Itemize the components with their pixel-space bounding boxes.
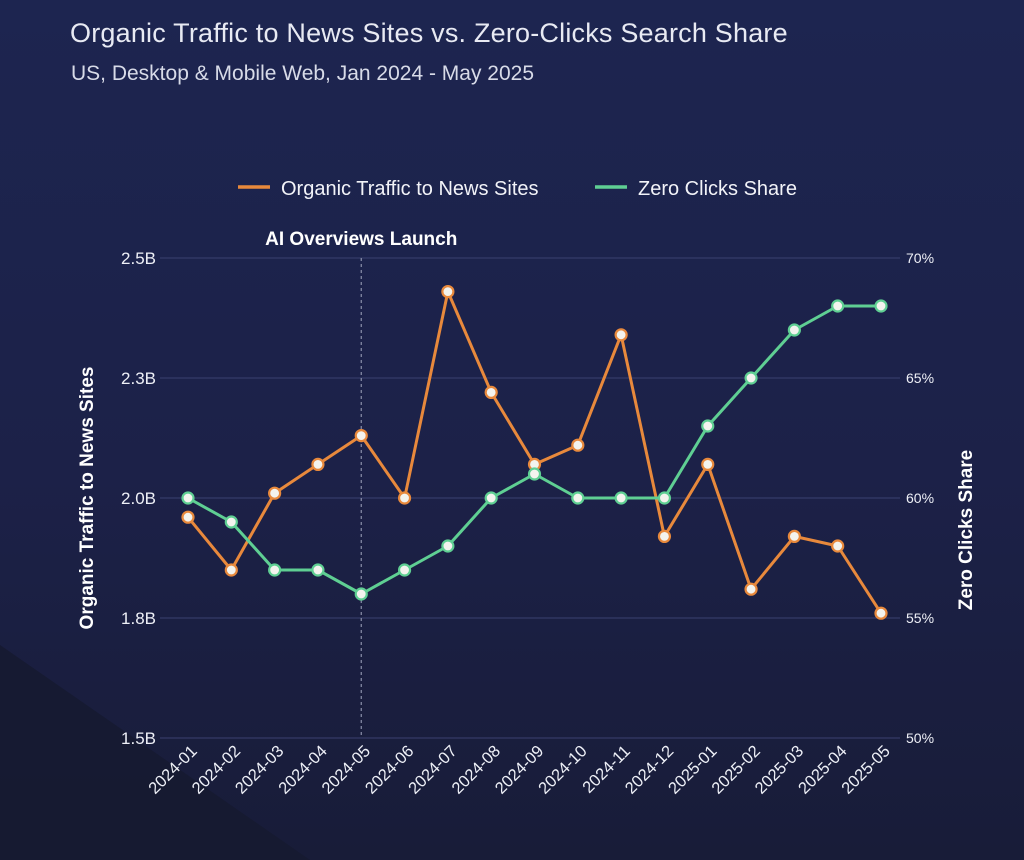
traffic-point [787,529,801,544]
traffic-point [657,529,672,544]
zero-clicks-point [224,515,238,529]
zero-clicks-point [657,491,672,505]
zero-clicks-point [874,299,888,313]
traffic-point [571,438,585,452]
traffic-point [441,285,455,299]
x-tick-label: 2025-05 [838,742,894,798]
y-left-tick-label: 2.3B [121,369,156,388]
zero-clicks-point [787,323,801,337]
traffic-point [701,457,715,471]
traffic-point [614,328,628,342]
zero-clicks-point [831,299,845,313]
series-layer [181,285,888,620]
y-left-tick-label: 1.5B [121,729,156,748]
zero-clicks-point [701,419,715,433]
y-right-tick-label: 65% [906,370,934,386]
traffic-point [831,539,845,553]
zero-clicks-point [614,491,628,505]
traffic-point [311,457,325,471]
zero-clicks-point [354,587,368,601]
y-left-tick-label: 2.0B [121,489,156,508]
y-left-axis-title: Organic Traffic to News Sites [77,367,98,630]
chart-subtitle: US, Desktop & Mobile Web, Jan 2024 - May… [71,62,535,85]
zero-clicks-point [397,563,412,577]
grid-layer [160,257,900,739]
traffic-point [397,491,412,505]
zero-clicks-point [527,467,542,481]
traffic-point [354,429,368,443]
annotation-layer: AI Overviews Launch [265,229,457,738]
zero-clicks-point [441,539,455,553]
traffic-point [181,510,195,524]
axis-layer: 1.5B 1.8B 2.0B 2.3B 2.5B 50% 55% 60% 65% 70% 2024-… [77,249,977,798]
y-left-tick-label: 2.5B [121,249,156,268]
annotation-label: AI Overviews Launch [265,229,457,250]
y-left-tick-label: 1.8B [121,609,156,628]
y-right-tick-label: 55% [906,610,934,626]
zero-clicks-point [181,491,195,505]
zero-clicks-point [484,491,498,505]
zero-clicks-line [187,304,881,596]
traffic-line [186,290,883,615]
x-tick-label: 2024-10 [535,742,591,798]
y-right-tick-label: 60% [906,490,934,506]
zero-clicks-point [571,491,585,505]
traffic-point [484,385,498,399]
y-right-axis-title: Zero Clicks Share [956,450,977,611]
traffic-point [874,606,888,620]
traffic-legend-label: Organic Traffic to News Sites [281,178,539,200]
zero-clicks-point [744,371,758,385]
zero-clicks-legend-label: Zero Clicks Share [638,178,797,200]
chart-title: Organic Traffic to News Sites vs. Zero-C… [70,18,788,48]
traffic-point [744,582,758,596]
y-right-tick-label: 50% [906,730,934,746]
zero-clicks-point [268,563,282,577]
zero-clicks-point [311,563,325,577]
legend: Organic Traffic to News Sites Zero Clicks… [238,178,797,200]
traffic-point [268,486,282,500]
y-right-tick-label: 70% [906,250,934,266]
traffic-point [224,563,238,577]
